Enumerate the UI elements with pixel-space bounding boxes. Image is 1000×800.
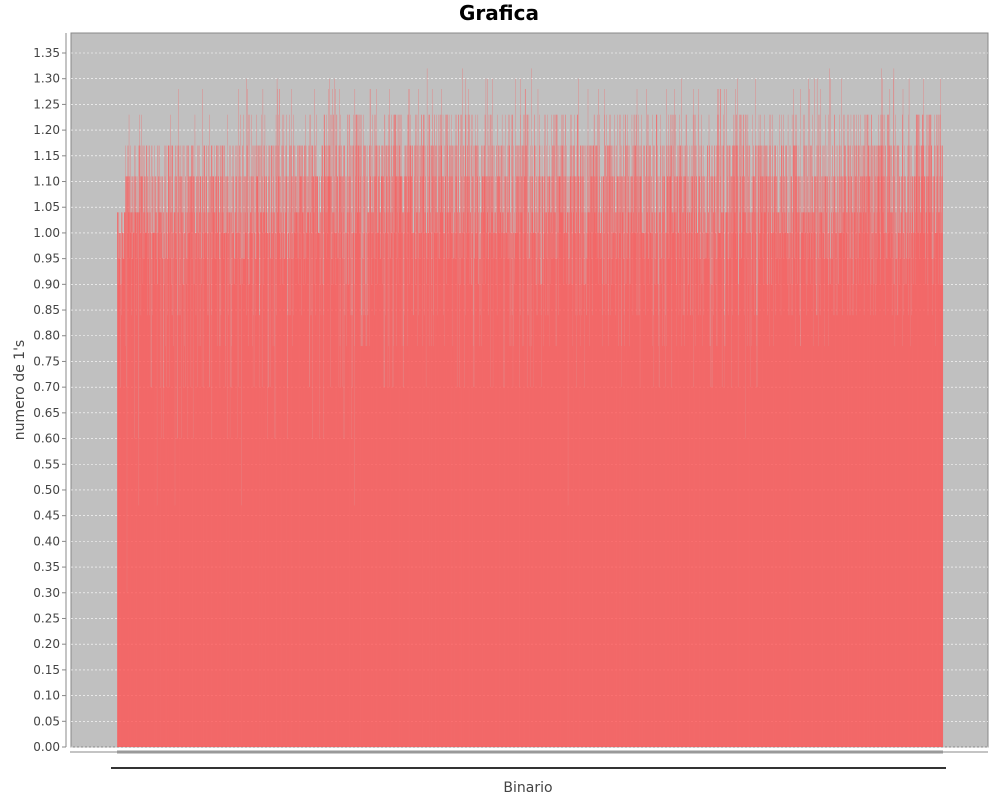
y-tick-label: 0.45 (33, 509, 60, 523)
y-tick-label: 0.95 (33, 252, 60, 266)
y-tick-label: 1.15 (33, 149, 60, 163)
y-tick-label: 1.10 (33, 175, 60, 189)
y-tick-label: 0.00 (33, 740, 60, 754)
y-tick-label: 0.90 (33, 277, 60, 291)
y-tick-label: 0.70 (33, 380, 60, 394)
y-tick-label: 0.75 (33, 354, 60, 368)
y-axis-label: numero de 1's (12, 340, 28, 440)
chart-title: Grafica (459, 1, 539, 25)
y-tick-label: 0.80 (33, 329, 60, 343)
y-tick-label: 0.35 (33, 560, 60, 574)
y-tick-label: 0.60 (33, 432, 60, 446)
y-tick-label: 1.30 (33, 72, 60, 86)
y-tick-label: 0.55 (33, 457, 60, 471)
y-tick-label: 0.65 (33, 406, 60, 420)
y-tick-label: 0.85 (33, 303, 60, 317)
y-tick-label: 1.35 (33, 46, 60, 60)
y-tick-label: 1.00 (33, 226, 60, 240)
y-tick-label: 0.10 (33, 689, 60, 703)
y-tick-label: 0.50 (33, 483, 60, 497)
bars (117, 68, 944, 748)
y-tick-label: 0.25 (33, 611, 60, 625)
y-axis: 0.00 0.05 0.10 0.15 0.20 0.25 0.30 0.35 0.40 0.45… (33, 33, 67, 754)
x-axis-label: Binario (503, 780, 552, 796)
y-tick-label: 1.20 (33, 123, 60, 137)
y-tick-label: 0.20 (33, 637, 60, 651)
y-tick-label: 1.05 (33, 200, 60, 214)
y-tick-label: 0.40 (33, 534, 60, 548)
y-tick-label: 0.15 (33, 663, 60, 677)
y-tick-label: 0.05 (33, 714, 60, 728)
y-tick-label: 0.30 (33, 586, 60, 600)
y-tick-label: 1.25 (33, 97, 60, 111)
